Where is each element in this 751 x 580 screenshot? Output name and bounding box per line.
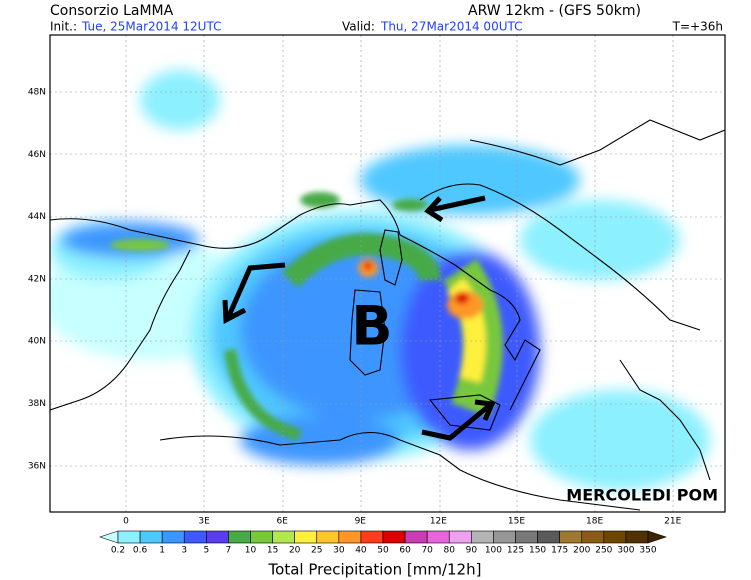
lat-label: 44N (28, 212, 46, 222)
colorbar-label: 150 (529, 546, 546, 556)
colorbar-label: 175 (551, 546, 568, 556)
source: Consorzio LaMMA (50, 3, 174, 19)
lat-labels: 48N 46N 44N 42N 40N 38N 36N (28, 88, 46, 472)
colorbar-swatch (183, 530, 207, 544)
precip-core (110, 192, 503, 441)
lon-label: 12E (430, 517, 447, 527)
colorbar-label: 100 (485, 546, 502, 556)
colorbar-swatch (316, 530, 340, 544)
colorbar-swatch (338, 530, 362, 544)
colorbar-label: 60 (399, 546, 411, 556)
colorbar-swatch (448, 530, 472, 544)
valid-label: Valid: (342, 20, 375, 34)
colorbar-swatch (471, 530, 494, 544)
colorbar: 0.2 0.6 1 3 5 7 10 15 20 25 30 40 50 60 70 80 90 100 125 15… (99, 530, 667, 556)
colorbar-label: 250 (595, 546, 612, 556)
lon-label: 15E (508, 517, 525, 527)
valid-value: Thu, 27Mar2014 00UTC (380, 20, 523, 34)
colorbar-label: 1 (159, 546, 165, 556)
legend-title: Total Precipitation [mm/12h] (268, 561, 482, 579)
colorbar-swatch (515, 530, 538, 544)
colorbar-swatch (360, 530, 384, 544)
map: B MERCOLEDI POM (50, 35, 725, 512)
colorbar-label: 7 (226, 546, 232, 556)
colorbar-label: 50 (377, 546, 389, 556)
lat-label: 36N (28, 461, 46, 471)
colorbar-label: 0.6 (133, 546, 148, 556)
lon-label: 0 (123, 517, 129, 527)
colorbar-swatch (250, 530, 273, 544)
colorbar-swatch (404, 530, 428, 544)
lat-label: 48N (28, 88, 46, 98)
init-label: Init.: (50, 20, 77, 34)
colorbar-label: 350 (639, 546, 656, 556)
lon-label: 21E (664, 517, 681, 527)
lon-label: 3E (198, 517, 210, 527)
colorbar-swatch (272, 530, 295, 544)
colorbar-swatch (139, 530, 163, 544)
colorbar-label: 300 (617, 546, 634, 556)
colorbar-label: 15 (267, 546, 278, 556)
colorbar-label: 30 (333, 546, 345, 556)
lat-label: 42N (28, 274, 46, 284)
flow-arrows (222, 195, 496, 441)
colorbar-swatch (559, 530, 583, 544)
colorbar-swatch (161, 530, 185, 544)
colorbar-label: 0.2 (111, 546, 125, 556)
low-pressure-label: B (351, 295, 392, 358)
colorbar-swatch (426, 530, 450, 544)
coastlines (50, 119, 725, 511)
colorbar-label: 70 (421, 546, 433, 556)
colorbar-swatch (206, 530, 229, 544)
init-value: Tue, 25Mar2014 12UTC (81, 20, 221, 34)
lead-time: T=+36h (672, 20, 723, 34)
colorbar-label: 125 (507, 546, 524, 556)
colorbar-swatch (537, 530, 560, 544)
lat-label: 46N (28, 150, 46, 160)
colorbar-swatch (625, 530, 649, 544)
colorbar-label: 10 (245, 546, 257, 556)
colorbar-label: 200 (573, 546, 590, 556)
model: ARW 12km - (GFS 50km) (468, 3, 641, 19)
colorbar-label: 90 (466, 546, 478, 556)
day-label: MERCOLEDI POM (566, 486, 718, 505)
colorbar-swatch (581, 530, 605, 544)
lat-label: 40N (28, 337, 46, 347)
lat-label: 38N (28, 399, 46, 409)
lon-labels: 0 3E 6E 9E 12E 15E 18E 21E (123, 517, 681, 527)
lon-label: 6E (276, 517, 288, 527)
colorbar-swatch (382, 530, 406, 544)
colorbar-label: 25 (311, 546, 322, 556)
colorbar-swatch (603, 530, 627, 544)
colorbar-label: 5 (203, 546, 209, 556)
map-frame (49, 34, 726, 513)
lon-label: 18E (586, 517, 603, 527)
colorbar-swatch (228, 530, 251, 544)
colorbar-swatch (117, 530, 141, 544)
colorbar-swatch (493, 530, 516, 544)
colorbar-label: 40 (355, 546, 367, 556)
colorbar-label: 3 (181, 546, 187, 556)
colorbar-label: 80 (444, 546, 456, 556)
lon-label: 9E (355, 517, 367, 527)
colorbar-label: 20 (289, 546, 301, 556)
colorbar-end (647, 530, 667, 544)
colorbar-end (99, 530, 119, 544)
colorbar-swatch (294, 530, 318, 544)
